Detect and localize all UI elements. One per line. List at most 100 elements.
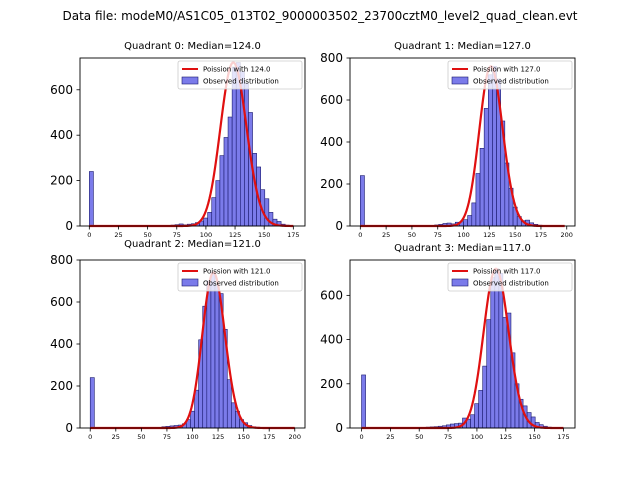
histogram-bar [474, 403, 479, 429]
x-tick-label: 0 [88, 433, 92, 441]
histogram-bar [475, 173, 481, 227]
histogram-bar [190, 410, 195, 429]
histogram-bar [478, 390, 483, 429]
histogram-bar [470, 414, 475, 429]
y-tick-label: 800 [50, 253, 73, 267]
histogram-bar [207, 212, 213, 227]
histogram-bar [360, 175, 365, 227]
x-tick-label: 0 [359, 433, 363, 441]
histogram-bar [494, 268, 500, 429]
x-tick-label: 75 [434, 231, 442, 239]
y-tick-label: 200 [320, 177, 343, 191]
histogram-bar [498, 272, 504, 429]
legend-bar-swatch [451, 278, 469, 287]
histogram-bar [467, 215, 473, 227]
x-tick-label: 100 [457, 231, 469, 239]
histogram-bar [206, 280, 212, 429]
legend-frame [447, 60, 573, 90]
x-tick-label: 25 [114, 231, 122, 239]
x-tick-label: 25 [386, 433, 394, 441]
histogram-bar [486, 319, 492, 429]
x-tick-label: 100 [471, 433, 483, 441]
legend-line-label: Poission with 127.0 [473, 66, 541, 74]
figure-suptitle: Data file: modeM0/AS1C05_013T02_90000035… [62, 9, 577, 23]
y-tick-label: 400 [50, 128, 73, 142]
histogram-bar [215, 180, 221, 227]
x-tick-label: 25 [112, 433, 120, 441]
legend: Poission with 124.0 Observed distribution [177, 60, 303, 90]
histogram-bar [194, 389, 199, 429]
legend-bar-swatch [181, 278, 199, 287]
histogram-bar [203, 217, 208, 227]
histogram-bar [231, 66, 237, 227]
histogram-bar [210, 272, 216, 429]
y-tick-label: 200 [50, 379, 73, 393]
histogram-bar [227, 116, 233, 227]
legend-frame [177, 262, 303, 292]
x-tick-label: 200 [561, 231, 573, 239]
histogram-bar [214, 284, 220, 429]
y-tick-label: 200 [50, 174, 73, 188]
x-tick-label: 200 [289, 433, 301, 441]
histogram-bar [482, 365, 488, 429]
histogram-bar [264, 198, 270, 227]
histogram-bar [89, 377, 95, 429]
legend-frame [177, 60, 303, 90]
legend: Poission with 121.0 Observed distribution [177, 262, 303, 292]
y-tick-label: 0 [65, 219, 73, 233]
histogram-bar [483, 108, 489, 227]
x-tick-label: 100 [186, 433, 198, 441]
histogram-bar [492, 66, 497, 227]
poisson-curve [361, 267, 564, 430]
poisson-curve [90, 271, 295, 430]
histogram-bar [488, 74, 493, 227]
y-tick-label: 400 [320, 135, 343, 149]
histogram-bar [361, 374, 366, 429]
y-tick-label: 600 [50, 295, 73, 309]
x-tick-label: 25 [382, 231, 390, 239]
x-tick-label: 125 [483, 231, 495, 239]
histogram-bar [244, 82, 249, 227]
x-tick-label: 50 [415, 433, 423, 441]
y-tick-label: 400 [320, 333, 343, 347]
x-tick-label: 75 [444, 433, 452, 441]
legend-frame [447, 262, 573, 292]
y-tick-label: 0 [65, 421, 73, 435]
axes-frame [349, 259, 576, 429]
y-tick-label: 800 [320, 51, 343, 65]
histogram-bar [89, 171, 94, 227]
subplot-title: Quadrant 3: Median=117.0 [394, 243, 531, 254]
x-tick-label: 50 [408, 231, 416, 239]
y-tick-label: 0 [335, 219, 343, 233]
histogram-bar [490, 277, 496, 429]
subplot-quadrant-1: Quadrant 1: Median=127.0 0 25 50 75 100 125 15… [320, 41, 576, 239]
x-tick-label: 50 [137, 433, 145, 441]
x-tick-label: 0 [358, 231, 362, 239]
x-tick-label: 150 [237, 433, 249, 441]
y-tick-label: 400 [50, 337, 73, 351]
legend-bar-swatch [451, 76, 469, 85]
y-tick-label: 600 [320, 93, 343, 107]
histogram-bar [231, 402, 236, 429]
x-tick-label: 150 [258, 231, 270, 239]
histogram-bar [463, 219, 468, 227]
x-tick-label: 175 [557, 433, 569, 441]
axes-frame [79, 57, 306, 227]
histogram-bar [502, 317, 508, 429]
y-tick-label: 200 [320, 377, 343, 391]
legend-bar-label: Observed distribution [203, 78, 279, 86]
subplot-title: Quadrant 1: Median=127.0 [394, 41, 531, 52]
legend-line-label: Poission with 124.0 [203, 66, 271, 74]
legend-line-label: Poission with 121.0 [203, 268, 271, 276]
histogram-bar [219, 155, 225, 227]
histogram-bar [223, 137, 229, 227]
x-tick-label: 75 [173, 231, 181, 239]
subplot-title: Quadrant 2: Median=121.0 [124, 239, 261, 250]
x-tick-label: 150 [528, 433, 540, 441]
x-tick-label: 75 [163, 433, 171, 441]
x-tick-label: 125 [212, 433, 224, 441]
legend: Poission with 117.0 Observed distribution [447, 262, 573, 292]
x-tick-label: 0 [87, 231, 91, 239]
histogram-bar [226, 379, 232, 429]
